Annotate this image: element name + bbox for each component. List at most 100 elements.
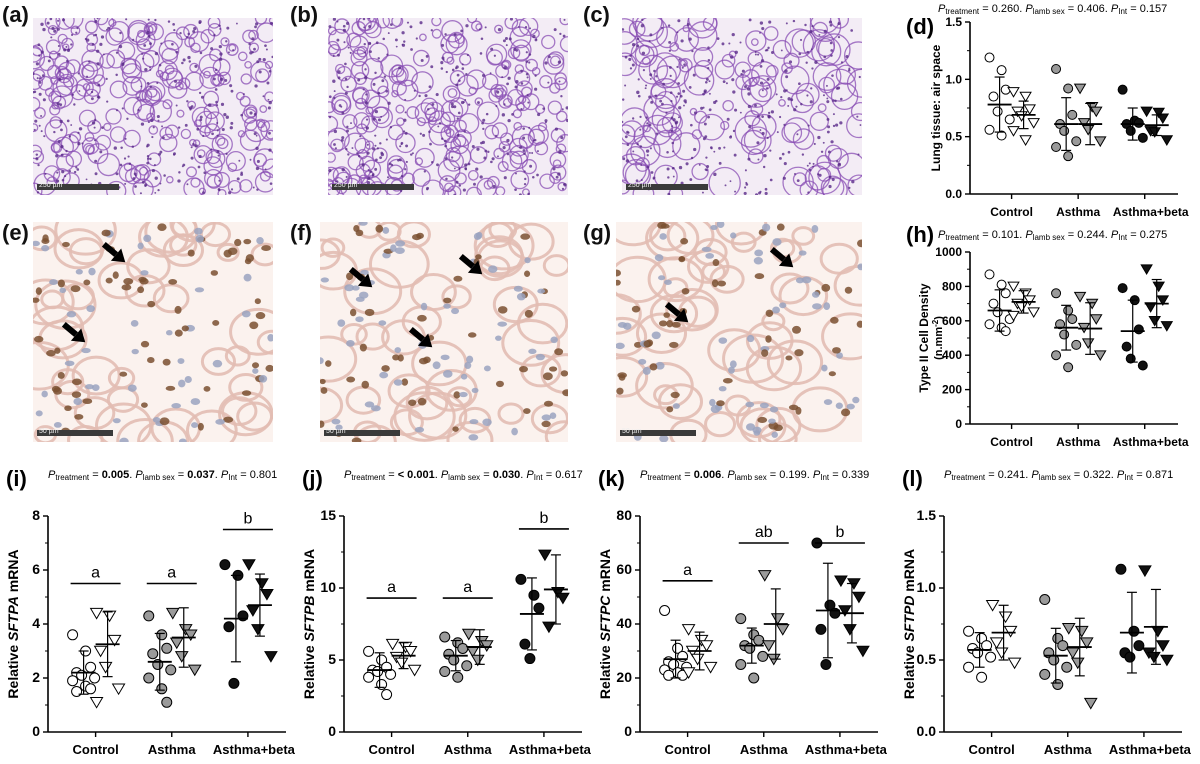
type-ii-cell-nucleus: [765, 335, 772, 343]
alveolar-wall: [783, 52, 800, 69]
nucleus: [99, 42, 103, 46]
significance-letter: a: [387, 579, 396, 596]
data-point-circle: [165, 664, 177, 676]
data-point-circle: [156, 629, 168, 641]
nucleus: [336, 20, 339, 23]
alveolar-wall: [454, 119, 467, 133]
nucleus: [347, 153, 350, 156]
nucleus: [240, 172, 244, 176]
nucleus: [831, 74, 834, 77]
data-point-triangle: [1138, 565, 1152, 578]
nucleus: [837, 22, 841, 25]
nucleus: [91, 384, 100, 391]
type-ii-cell-nucleus: [147, 356, 155, 364]
data-point-circle: [524, 653, 536, 665]
alveolar-wall: [467, 169, 479, 181]
data-point-circle: [439, 631, 451, 643]
nucleus: [795, 105, 798, 108]
nucleus: [683, 104, 685, 107]
alveolar-wall: [229, 307, 273, 356]
nucleus: [40, 115, 43, 118]
alveolar-wall: [649, 222, 687, 252]
nucleus: [346, 129, 349, 133]
y-tick-label: 0.0: [945, 187, 962, 201]
nucleus: [759, 64, 763, 68]
nucleus: [163, 174, 166, 177]
nucleus: [429, 142, 432, 146]
nucleus: [808, 168, 812, 172]
alveolar-wall: [211, 133, 233, 155]
alveolar-wall: [491, 122, 508, 139]
type-ii-cell-nucleus: [397, 354, 404, 362]
alveolar-wall: [443, 150, 464, 172]
nucleus: [826, 97, 829, 100]
nucleus: [190, 146, 193, 149]
alveolar-wall: [411, 71, 434, 94]
alveolar-wall: [781, 62, 793, 75]
nucleus: [525, 51, 528, 54]
nucleus: [761, 223, 771, 232]
alveolar-wall: [743, 126, 772, 155]
alveolar-wall: [95, 134, 112, 151]
nucleus: [236, 177, 240, 181]
data-point-triangle: [255, 578, 269, 590]
alveolar-wall: [507, 46, 521, 60]
nucleus: [270, 21, 273, 25]
alveolar-wall: [689, 107, 698, 116]
nucleus: [42, 98, 46, 102]
nucleus: [267, 98, 270, 101]
nucleus: [523, 152, 526, 156]
alveolar-wall: [256, 22, 273, 43]
nucleus: [363, 42, 366, 46]
nucleus: [768, 20, 772, 24]
data-point-circle: [753, 634, 765, 646]
alveolar-wall: [126, 248, 171, 285]
nucleus: [154, 191, 157, 194]
nucleus: [71, 33, 74, 37]
alveolar-wall: [33, 150, 45, 165]
alveolar-wall: [371, 106, 393, 129]
alveolar-wall: [216, 137, 229, 150]
nucleus: [332, 54, 335, 57]
nucleus: [85, 178, 88, 181]
nucleus: [856, 115, 859, 118]
alveolar-wall: [437, 158, 461, 182]
alveolar-wall: [442, 85, 461, 104]
alveolar-wall: [431, 18, 442, 27]
nucleus: [118, 44, 123, 49]
nucleus: [839, 97, 843, 101]
nucleus: [115, 109, 119, 112]
alveolar-wall: [765, 64, 779, 78]
alveolar-wall: [377, 85, 390, 98]
nucleus: [341, 136, 345, 140]
data-point-triangle: [89, 697, 104, 709]
alveolar-wall: [53, 136, 74, 158]
p-equals: =: [543, 469, 556, 481]
y-label-part: Relative: [597, 641, 613, 699]
alveolar-wall: [657, 383, 704, 420]
data-point-triangle: [187, 664, 202, 677]
nucleus: [374, 134, 377, 137]
x-tick-label: Asthma: [1056, 435, 1100, 449]
data-point-triangle: [1140, 264, 1153, 276]
nucleus: [356, 152, 359, 155]
p-value: 0.275: [1140, 229, 1168, 241]
nucleus: [626, 143, 630, 147]
nucleus: [223, 113, 227, 117]
nucleus: [534, 38, 538, 42]
nucleus: [464, 163, 468, 167]
nucleus: [379, 156, 383, 160]
scale-bar-label: 250 µm: [39, 182, 63, 189]
nucleus: [669, 66, 672, 69]
nucleus: [503, 66, 507, 70]
nucleus: [115, 73, 118, 77]
nucleus: [707, 46, 710, 49]
alveolar-wall: [416, 117, 426, 127]
alveolar-wall: [501, 319, 561, 367]
nucleus: [764, 191, 768, 195]
micrograph-he-control: 250 µm: [33, 18, 273, 195]
nucleus: [800, 103, 803, 106]
nucleus: [253, 47, 256, 51]
nucleus: [228, 191, 232, 195]
alveolar-wall: [33, 96, 41, 112]
